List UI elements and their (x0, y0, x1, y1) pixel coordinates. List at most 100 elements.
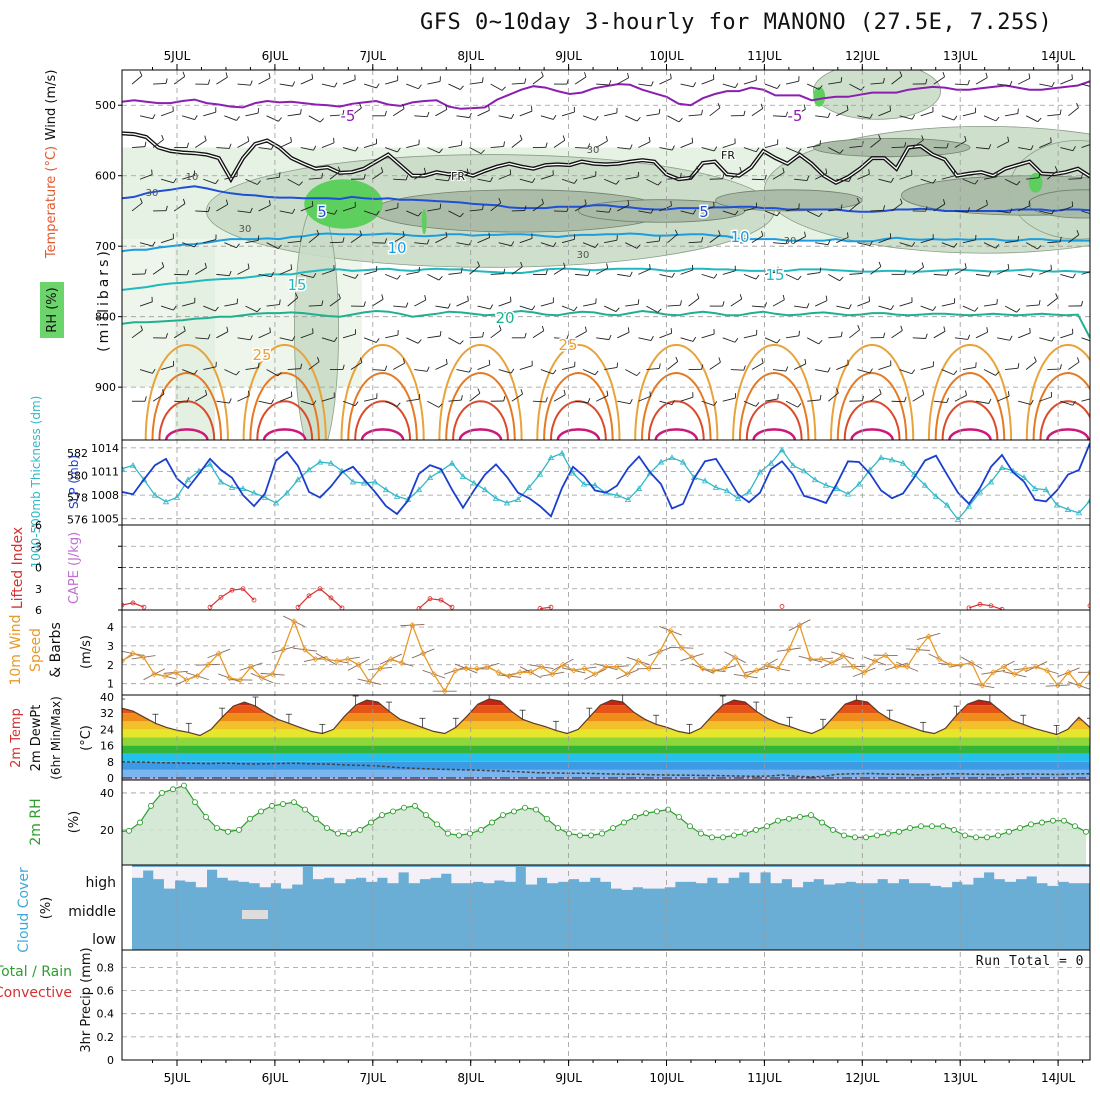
rh-point (808, 812, 814, 819)
wind-barb (363, 397, 377, 402)
wind-barb-flag (402, 103, 405, 109)
rh-point (170, 786, 176, 793)
rh-point (544, 815, 550, 822)
lifted-index-point (295, 604, 301, 610)
wind-barb (279, 141, 292, 148)
date-label-top: 13JUL (943, 49, 978, 63)
wind-speed-point (721, 665, 728, 672)
thickness-point (844, 490, 852, 497)
wind-barb-flag (384, 238, 388, 244)
wind-barb (469, 209, 483, 212)
wind-barb (245, 239, 259, 244)
wind-barb-flag (943, 326, 946, 332)
cloud-high-gap (525, 867, 537, 885)
wind-barb (617, 77, 629, 85)
wind-barb-flag (438, 276, 443, 281)
wind-barb-flag (139, 198, 143, 204)
wind-barb (540, 174, 554, 180)
thickness-point (778, 446, 786, 453)
wind-barb-flag (498, 325, 502, 331)
y-tick-label: 800 (95, 311, 116, 324)
wind-barb-flag (985, 72, 988, 78)
warm-contour (445, 371, 516, 440)
slp-tick: 1005 (91, 513, 119, 526)
wind-barb-flag (477, 388, 481, 394)
ylabel-precip: 3hr Precip (mm) (79, 947, 94, 1052)
wind-barb-flag (615, 180, 620, 185)
wind-barb (996, 268, 1010, 275)
wind-barb-flag (806, 175, 810, 181)
cloud-high-gap (813, 867, 825, 880)
wind-barb (617, 147, 631, 150)
wind-barb (659, 78, 672, 85)
temp-band (122, 745, 1090, 754)
wind-barb (870, 393, 882, 402)
wind-barb-flag (524, 332, 527, 338)
precip-panel (122, 966, 1090, 1038)
thickness-point (122, 465, 126, 472)
li-tick: 0 (35, 562, 42, 575)
wind-speed-point (129, 650, 136, 657)
date-label-top: 8JUL (457, 49, 484, 63)
wind-barb (1018, 205, 1031, 212)
wind-barb-flag (825, 168, 828, 174)
thickness-point (470, 479, 478, 486)
surface-wind-barb (122, 654, 133, 662)
thickness-point (1086, 497, 1090, 504)
wind-barb (1039, 142, 1052, 148)
wind-barb (435, 178, 449, 182)
isotherm-5 (122, 185, 1090, 213)
wind-barb (456, 300, 469, 307)
wind-barb-flag (988, 144, 992, 150)
wind-barb (1047, 297, 1058, 307)
wind-barb (764, 210, 778, 217)
wind-barb-flag (438, 403, 443, 408)
wind-barb (490, 83, 503, 91)
isotherm-label: -5 (341, 107, 356, 125)
wind-barb-flag (680, 300, 682, 306)
wind-barb-flag (553, 114, 557, 120)
wind-barb-flag (587, 398, 591, 403)
wind-barb-flag (846, 232, 849, 238)
rh-point (577, 832, 583, 839)
temp-tick: 24 (100, 723, 114, 736)
wind-barb-flag (226, 326, 229, 332)
wind-barb (933, 203, 946, 212)
wind-barb (393, 178, 407, 181)
lifted-index-point (449, 604, 455, 610)
wind-barb-flag (541, 325, 545, 331)
wind-barb-flag (384, 110, 387, 116)
wind-barb (941, 302, 955, 307)
cloud-high-gap (866, 867, 878, 884)
wind-barb-flag (445, 359, 448, 365)
thickness-point (371, 478, 379, 485)
wind-speed-point (645, 665, 653, 672)
ylabel-degc: (°C) (79, 725, 94, 751)
wind-barb (997, 83, 1011, 87)
wind-barb-flag (953, 370, 958, 375)
wind-barb (393, 305, 407, 308)
rh-label: 30 (784, 236, 797, 247)
warm-contour (262, 428, 307, 440)
wind-barb-flag (311, 73, 314, 79)
wind-barb (617, 204, 630, 212)
wind-barb (878, 178, 892, 183)
wind-barb (350, 234, 362, 244)
warm-contour (151, 371, 223, 440)
rh-point (1061, 817, 1067, 824)
wind-barb (427, 335, 441, 339)
wind-barb (899, 115, 913, 120)
cloud-high-gap (291, 867, 303, 885)
wind-barb (772, 172, 785, 180)
wind-barb (372, 369, 386, 371)
wind-barb (1025, 360, 1037, 370)
cloud-high-gap (451, 867, 463, 884)
wind-barb-flag (1072, 146, 1076, 151)
lifted-index-point (427, 596, 433, 602)
cloud-high-gap (1079, 867, 1091, 884)
wind-barb (1018, 400, 1031, 405)
wind-barb (279, 268, 292, 275)
wind-barb (363, 210, 377, 216)
cloud-high-gap (642, 867, 655, 889)
wind-barb-flag (562, 135, 566, 141)
